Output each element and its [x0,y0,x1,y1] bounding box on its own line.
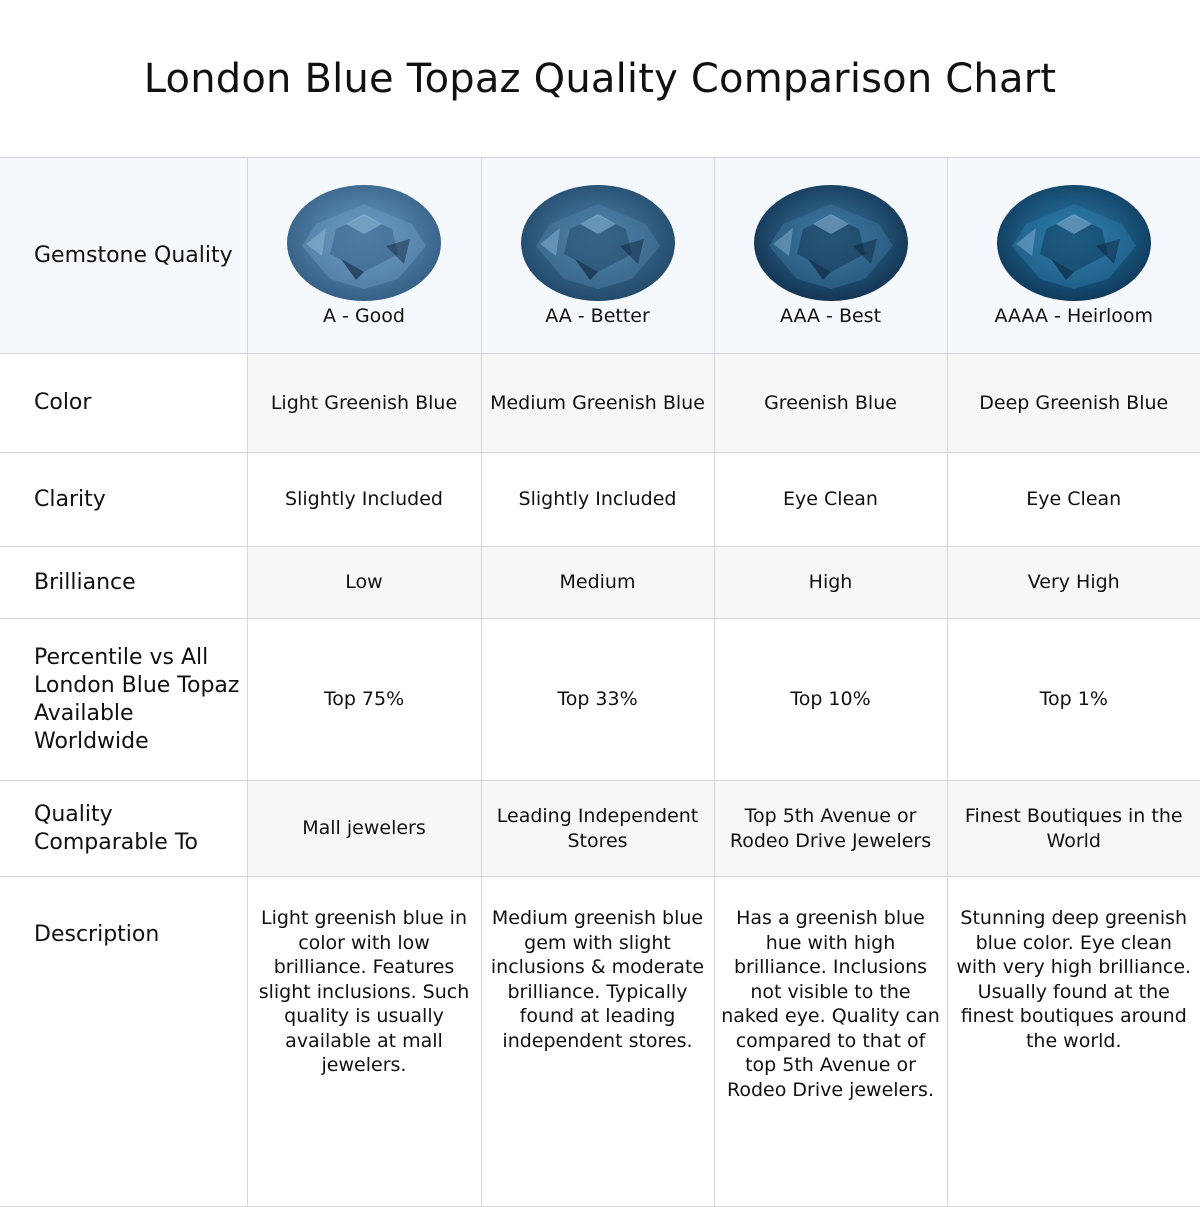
cell-value: Slightly Included [246,452,482,547]
cell-value: Eye Clean [946,452,1200,547]
cell-value: High [713,546,948,619]
cell-value: Low [246,546,482,619]
row-description: Description Light greenish blue in color … [0,876,1200,1207]
row-label: Clarity [0,452,248,547]
cell-value: Top 10% [713,618,948,781]
cell-value: Light greenish blue in color with low br… [246,876,482,1207]
oval-gem-icon [996,185,1151,302]
cell-value: Light Greenish Blue [246,353,482,453]
cell-value: Medium [480,546,715,619]
row-label: Gemstone Quality [0,157,248,354]
cell-value: Slightly Included [480,452,715,547]
cell-value: Leading Independent Stores [480,780,715,877]
row-clarity: Clarity Slightly Included Slightly Include… [0,452,1200,547]
row-label: Description [0,876,248,1207]
grade-label: A - Good [323,305,405,328]
cell-value: Has a greenish blue hue with high brilli… [713,876,948,1207]
row-gemstone-quality: Gemstone Quality A - Good AA - Better AA… [0,157,1200,354]
cell-value: Eye Clean [713,452,948,547]
cell-value: Medium Greenish Blue [480,353,715,453]
row-label: Brilliance [0,546,248,619]
cell-value: Finest Boutiques in the World [946,780,1200,877]
comparison-table: Gemstone Quality A - Good AA - Better AA… [0,157,1200,1207]
row-color: Color Light Greenish Blue Medium Greenish … [0,353,1200,453]
grade-label: AA - Better [545,305,650,328]
cell-value: Greenish Blue [713,353,948,453]
oval-gem-icon [753,185,908,302]
cell-value: Mall jewelers [246,780,482,877]
row-quality-comparable: Quality Comparable To Mall jewelers Leadin… [0,780,1200,877]
gem-cell: AAAA - Heirloom [946,157,1200,354]
row-label: Percentile vs All London Blue Topaz Avai… [0,618,248,781]
oval-gem-icon [520,185,675,302]
oval-gem-icon [287,185,441,302]
cell-value: Top 5th Avenue or Rodeo Drive Jewelers [713,780,948,877]
cell-value: Stunning deep greenish blue color. Eye c… [946,876,1200,1207]
gem-cell: AA - Better [480,157,715,354]
page-title: London Blue Topaz Quality Comparison Cha… [143,55,1057,102]
grade-label: AAA - Best [779,305,882,328]
cell-value: Very High [946,546,1200,619]
cell-value: Medium greenish blue gem with slight inc… [480,876,715,1207]
row-label: Color [0,353,248,453]
cell-value: Deep Greenish Blue [946,353,1200,453]
cell-value: Top 33% [480,618,715,781]
row-label: Quality Comparable To [0,780,248,877]
gem-cell: A - Good [246,157,482,354]
grade-label: AAAA - Heirloom [994,305,1154,328]
cell-value: Top 1% [946,618,1200,781]
gem-cell: AAA - Best [713,157,948,354]
row-percentile: Percentile vs All London Blue Topaz Avai… [0,618,1200,781]
row-brilliance: Brilliance Low Medium High Very High [0,546,1200,619]
cell-value: Top 75% [246,618,482,781]
